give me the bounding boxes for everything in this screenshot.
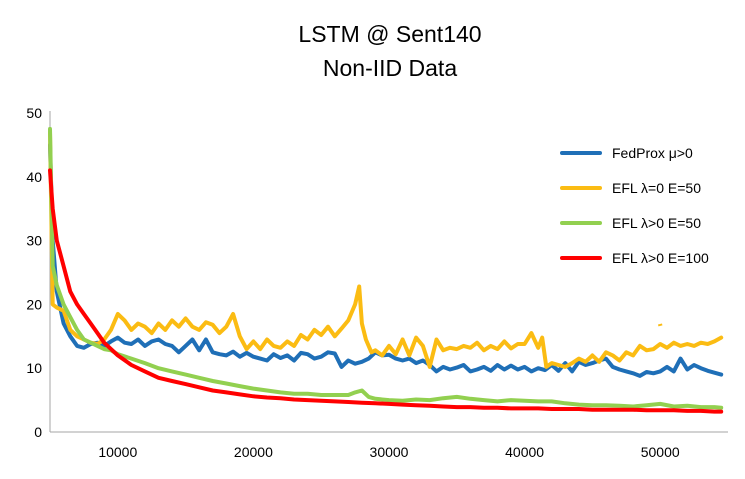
chart-title: LSTM @ Sent140 bbox=[298, 21, 481, 47]
y-tick-label: 10 bbox=[26, 360, 42, 376]
x-tick-label: 50000 bbox=[641, 444, 680, 460]
legend-label: FedProx μ>0 bbox=[612, 145, 693, 161]
series-line-4 bbox=[48, 168, 724, 414]
legend-label: EFL λ>0 E=100 bbox=[612, 250, 709, 266]
legend-label: EFL λ=0 E=50 bbox=[612, 180, 701, 196]
y-tick-label: 30 bbox=[26, 233, 42, 249]
x-tick-label: 40000 bbox=[505, 444, 544, 460]
series-line-3 bbox=[48, 126, 724, 410]
y-tick-label: 40 bbox=[26, 169, 42, 185]
legend: FedProx μ>0 EFL λ=0 E=50 EFL λ>0 E=50 EFL λ… bbox=[560, 145, 709, 266]
axes: 0 10 20 30 40 50 10000 20000 30000 40000 50000 bbox=[26, 105, 728, 460]
x-tick-label: 30000 bbox=[370, 444, 409, 460]
x-tick-label: 20000 bbox=[234, 444, 273, 460]
annotation-mark bbox=[657, 323, 663, 327]
series-lines bbox=[48, 126, 724, 414]
x-tick-label: 10000 bbox=[98, 444, 137, 460]
y-tick-label: 20 bbox=[26, 296, 42, 312]
y-tick-label: 0 bbox=[34, 424, 42, 440]
chart-subtitle: Non-IID Data bbox=[323, 55, 457, 81]
legend-label: EFL λ>0 E=50 bbox=[612, 215, 701, 231]
series-line-2 bbox=[48, 130, 724, 369]
y-tick-label: 50 bbox=[26, 105, 42, 121]
